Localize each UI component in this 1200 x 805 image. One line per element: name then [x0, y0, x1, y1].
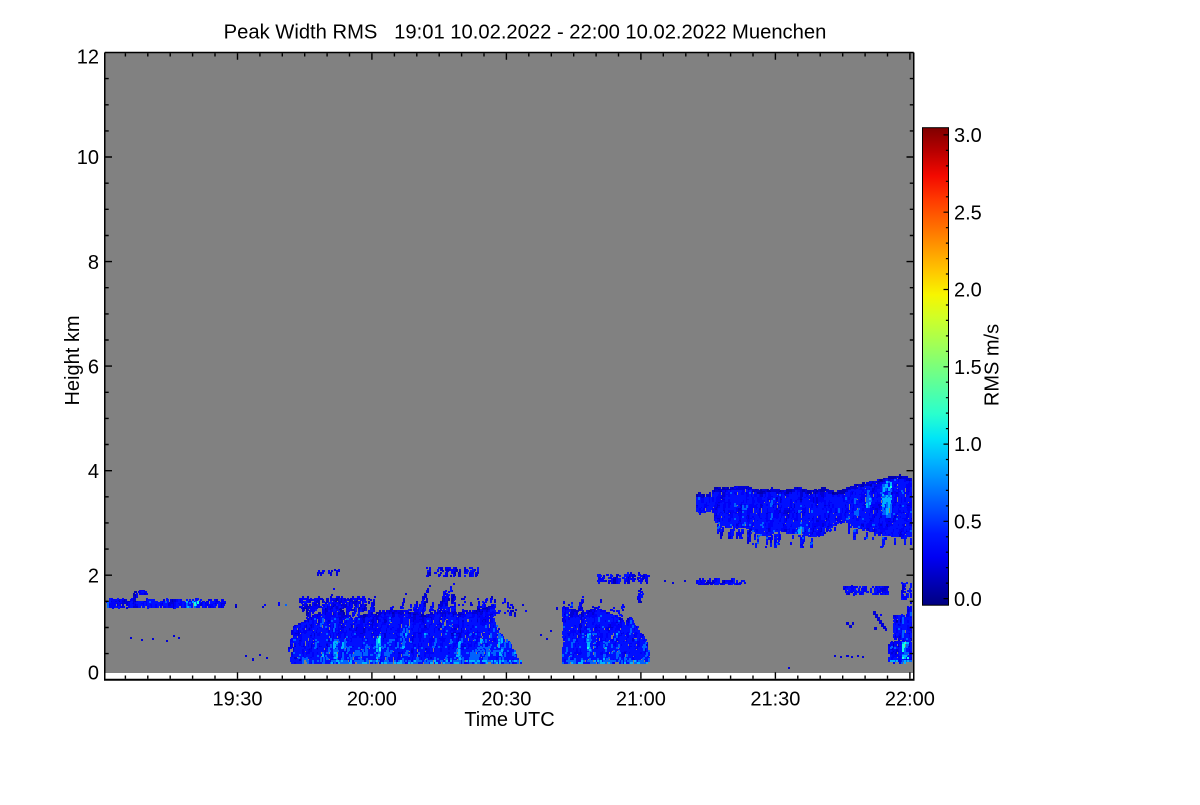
svg-text:21:00: 21:00 — [616, 689, 666, 711]
svg-text:Peak Width RMS 19:01 10.02.2: Peak Width RMS 19:01 10.02.2022 - 22:00 … — [224, 22, 827, 44]
svg-text:2: 2 — [88, 565, 99, 587]
svg-text:Height km: Height km — [62, 315, 84, 405]
svg-text:20:30: 20:30 — [481, 689, 531, 711]
svg-text:6: 6 — [88, 356, 99, 378]
svg-text:10: 10 — [77, 147, 99, 169]
svg-text:1.0: 1.0 — [954, 434, 982, 456]
svg-text:21:30: 21:30 — [750, 689, 800, 711]
svg-text:4: 4 — [88, 461, 99, 483]
svg-text:12: 12 — [77, 47, 99, 69]
svg-text:0: 0 — [88, 663, 99, 685]
svg-text:1.5: 1.5 — [954, 357, 982, 379]
svg-text:0.0: 0.0 — [954, 589, 982, 611]
svg-text:Time UTC: Time UTC — [464, 709, 554, 731]
svg-text:22:00: 22:00 — [885, 689, 935, 711]
svg-text:2.5: 2.5 — [954, 202, 982, 224]
svg-text:8: 8 — [88, 252, 99, 274]
svg-text:0.5: 0.5 — [954, 512, 982, 534]
svg-text:RMS m/s: RMS m/s — [982, 324, 1004, 406]
svg-text:2.0: 2.0 — [954, 280, 982, 302]
svg-text:3.0: 3.0 — [954, 125, 982, 147]
svg-text:20:00: 20:00 — [347, 689, 397, 711]
svg-text:19:30: 19:30 — [212, 689, 262, 711]
